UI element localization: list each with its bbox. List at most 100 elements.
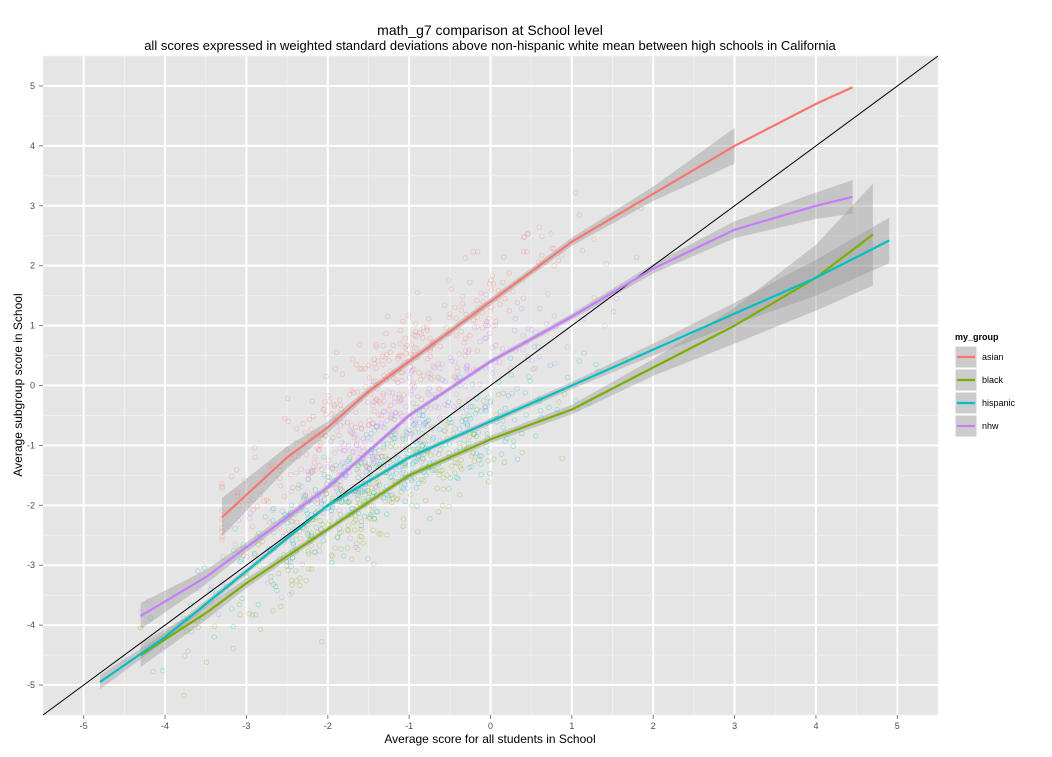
- scatter-point: [573, 397, 579, 404]
- scatter-point: [331, 403, 337, 409]
- scatter-point: [322, 496, 328, 502]
- scatter-point: [251, 552, 258, 558]
- scatter-point: [374, 396, 380, 402]
- scatter-point: [355, 468, 361, 475]
- scatter-point: [390, 457, 396, 463]
- scatter-point: [355, 474, 361, 481]
- scatter-point: [400, 523, 406, 529]
- scatter-point: [474, 407, 480, 413]
- scatter-point: [525, 325, 532, 332]
- scatter-point: [435, 361, 441, 367]
- scatter-point: [391, 399, 398, 405]
- scatter-point: [363, 384, 369, 390]
- scatter-point: [524, 231, 531, 237]
- scatter-point: [432, 450, 439, 456]
- scatter-point: [436, 451, 442, 457]
- y-tick-label: 5: [30, 81, 35, 91]
- scatter-point: [406, 462, 412, 468]
- scatter-point: [298, 466, 304, 472]
- scatter-point: [219, 533, 225, 540]
- scatter-point: [576, 358, 583, 364]
- scatter-point: [427, 516, 433, 522]
- scatter-point: [414, 455, 420, 461]
- scatter-point: [404, 450, 410, 456]
- scatter-point: [531, 343, 537, 350]
- legend-item-nhw: nhw: [954, 414, 999, 438]
- scatter-point: [415, 529, 421, 535]
- scatter-point: [316, 447, 322, 453]
- scatter-point: [399, 369, 405, 375]
- scatter-point: [370, 503, 377, 509]
- scatter-point: [285, 558, 291, 564]
- scatter-point: [369, 493, 375, 499]
- y-tick-label: 4: [30, 141, 35, 151]
- scatter-point: [343, 468, 349, 474]
- scatter-point: [360, 540, 366, 546]
- scatter-point: [483, 320, 489, 326]
- scatter-point: [432, 403, 439, 410]
- scatter-point: [500, 418, 506, 424]
- scatter-point: [407, 430, 413, 437]
- scatter-point: [396, 463, 403, 470]
- scatter-point: [284, 395, 291, 402]
- scatter-point: [364, 488, 370, 494]
- scatter-point: [464, 422, 471, 429]
- scatter-point: [509, 390, 515, 397]
- scatter-point: [486, 449, 492, 455]
- scatter-point: [417, 439, 423, 445]
- scatter-point: [511, 417, 518, 423]
- scatter-point: [254, 503, 260, 509]
- scatter-point: [295, 453, 302, 460]
- scatter-point: [355, 546, 361, 552]
- scatter-point: [404, 430, 411, 437]
- smooth-line-asian: [221, 86, 854, 519]
- scatter-point: [305, 476, 312, 482]
- scatter-point: [453, 391, 460, 397]
- chart-title: math_g7 comparison at School level: [377, 22, 603, 38]
- scatter-point: [398, 369, 404, 376]
- scatter-point: [330, 465, 336, 471]
- scatter-point: [414, 440, 421, 446]
- scatter-point: [449, 419, 455, 426]
- scatter-point: [339, 498, 345, 504]
- scatter-point: [508, 372, 514, 378]
- scatter-point: [471, 458, 478, 465]
- scatter-point: [487, 400, 493, 406]
- scatter-point: [519, 430, 525, 437]
- scatter-point: [339, 471, 346, 478]
- scatter-point: [410, 400, 416, 407]
- scatter-point: [183, 628, 190, 634]
- scatter-point: [403, 404, 409, 410]
- scatter-point: [356, 500, 363, 506]
- scatter-point: [414, 503, 420, 509]
- scatter-point: [415, 436, 421, 443]
- scatter-point: [368, 484, 374, 491]
- scatter-point: [219, 579, 225, 586]
- scatter-point: [359, 488, 366, 494]
- scatter-point: [303, 527, 309, 533]
- scatter-point: [463, 407, 470, 414]
- scatter-point: [375, 454, 381, 460]
- scatter-point: [270, 518, 276, 524]
- scatter-point: [462, 335, 469, 341]
- scatter-point: [257, 563, 263, 569]
- x-tick-label: -1: [405, 721, 413, 731]
- x-tick-label: -3: [242, 721, 250, 731]
- scatter-point: [456, 398, 462, 405]
- scatter-point: [395, 356, 401, 362]
- scatter-point: [365, 488, 371, 494]
- scatter-point: [262, 514, 268, 520]
- scatter-point: [361, 513, 368, 520]
- scatter-point: [351, 434, 357, 441]
- scatter-point: [427, 353, 433, 360]
- scatter-point: [362, 460, 368, 466]
- scatter-point: [318, 501, 325, 507]
- scatter-point: [451, 373, 457, 380]
- scatter-point: [436, 375, 442, 381]
- scatter-point: [357, 396, 363, 403]
- scatter-point: [416, 370, 422, 376]
- scatter-point: [353, 409, 359, 416]
- scatter-point: [397, 410, 404, 417]
- scatter-point: [252, 454, 258, 460]
- scatter-point: [294, 519, 300, 525]
